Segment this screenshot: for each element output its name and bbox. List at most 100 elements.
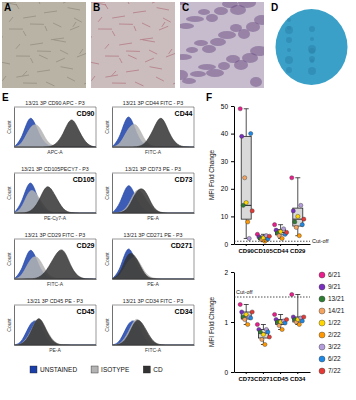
donor-point bbox=[290, 176, 294, 180]
whisker-cap bbox=[278, 224, 283, 225]
donor-point bbox=[272, 312, 276, 316]
legend-swatch bbox=[91, 366, 98, 373]
donor-point bbox=[243, 176, 247, 180]
panel-title: 13/21 3P CD73 PE - P3 bbox=[125, 166, 181, 172]
legend-swatch bbox=[319, 272, 325, 278]
cell-streak bbox=[169, 49, 172, 54]
tick-mark bbox=[231, 322, 234, 323]
legend-swatch bbox=[319, 308, 325, 314]
plot-area bbox=[14, 118, 96, 147]
frame-line bbox=[14, 107, 96, 108]
donor-point bbox=[293, 220, 297, 224]
tick: 10 bbox=[221, 213, 234, 220]
legend-label: 1/22 bbox=[328, 319, 341, 326]
micrograph-background bbox=[2, 2, 86, 88]
tick: CD44 bbox=[273, 244, 289, 254]
x-axis bbox=[113, 345, 195, 346]
plot-area bbox=[14, 319, 96, 345]
cell-streak bbox=[37, 51, 51, 52]
histogram-curves bbox=[14, 319, 96, 345]
histogram-area bbox=[14, 250, 96, 279]
whisker bbox=[297, 295, 298, 318]
donor-point bbox=[294, 225, 298, 229]
stain-blotch bbox=[226, 55, 240, 63]
histogram-area bbox=[14, 183, 96, 213]
cell-streak bbox=[150, 67, 162, 69]
tick-mark bbox=[231, 161, 234, 162]
tick-mark bbox=[231, 134, 234, 135]
histogram-panel: 13/21 3P CD105PECY7 - P3CD105PE-Cy7-ACou… bbox=[6, 166, 97, 222]
tick-mark bbox=[246, 372, 247, 374]
tick-label: 30 bbox=[221, 158, 229, 165]
cell-streak bbox=[112, 71, 116, 76]
pellet-spot bbox=[285, 26, 293, 34]
tick-label: 10 bbox=[221, 213, 229, 220]
stain-blotch bbox=[180, 70, 188, 80]
stain-blotch bbox=[186, 16, 204, 22]
whisker bbox=[280, 315, 281, 320]
y-axis-title: MFI Fold Change bbox=[208, 297, 216, 348]
donor-point bbox=[249, 316, 253, 320]
cell-streak bbox=[135, 82, 144, 86]
panel-title: 13/21 3P CD271 PE - P3 bbox=[124, 232, 183, 238]
cell-streak bbox=[149, 50, 157, 54]
marker-label: CD45 bbox=[77, 308, 95, 315]
whisker-cap bbox=[295, 177, 300, 178]
donor-point bbox=[297, 234, 301, 238]
cell-streak bbox=[91, 61, 99, 64]
y-axis: 01020304050 bbox=[221, 103, 235, 248]
donor-point bbox=[290, 292, 294, 296]
marker-label: CD44 bbox=[175, 110, 193, 117]
cell-streak bbox=[126, 51, 140, 52]
cell-streak bbox=[105, 44, 109, 49]
whisker-cap bbox=[244, 304, 249, 305]
cell-streak bbox=[98, 17, 102, 22]
cell-streak bbox=[73, 22, 76, 27]
panel-title: 13/21 3P CD44 FITC - P3 bbox=[123, 100, 184, 106]
cell-streak bbox=[53, 23, 61, 27]
panel-letter: C bbox=[182, 2, 189, 13]
x-axis bbox=[15, 147, 97, 148]
tick-mark bbox=[263, 372, 264, 374]
cell-streak bbox=[91, 76, 95, 81]
histogram-panel: 13/21 3P CD271 PE - P3CD271PE-ACount bbox=[104, 232, 195, 288]
donor-point bbox=[247, 236, 251, 240]
frame-line bbox=[14, 173, 96, 174]
stain-blotch bbox=[218, 62, 230, 70]
frame-line bbox=[14, 305, 96, 306]
tick-mark bbox=[231, 244, 234, 245]
histogram-area bbox=[112, 186, 194, 213]
donor-point bbox=[240, 134, 244, 138]
boxplot-panel: 012CD73CD271CD45CD34MFI Fold ChangeCut-o… bbox=[208, 269, 311, 383]
histogram-area bbox=[112, 189, 194, 213]
donor-point bbox=[302, 217, 306, 221]
axis-line bbox=[15, 345, 97, 346]
donor-point bbox=[267, 234, 271, 238]
cell-streak bbox=[112, 16, 125, 18]
y-axis-title: Count bbox=[6, 186, 12, 200]
x-axis-title: PE-A bbox=[147, 215, 159, 221]
histogram-curves bbox=[112, 249, 194, 279]
cell-streak bbox=[134, 26, 136, 31]
y-axis-title: Count bbox=[104, 186, 110, 200]
marker-label: CD73 bbox=[175, 176, 193, 183]
marker-label: CD29 bbox=[77, 242, 95, 249]
stain-blotch bbox=[250, 77, 262, 87]
donor-point bbox=[250, 209, 254, 213]
axis-line bbox=[14, 306, 15, 346]
marker-label: CD271 bbox=[171, 242, 193, 249]
cell-streak bbox=[2, 76, 6, 81]
y-axis-title: Count bbox=[104, 318, 110, 332]
axis-line bbox=[14, 240, 15, 280]
tick-mark bbox=[231, 189, 234, 190]
donor-point bbox=[260, 337, 264, 341]
histogram-curves bbox=[14, 183, 96, 213]
tick: CD90 bbox=[239, 244, 255, 254]
histogram-panel: 13/21 3P CD44 FITC - P3CD44FITC-ACount bbox=[104, 100, 195, 156]
x-axis-title: PE-Cy7-A bbox=[44, 215, 67, 221]
cell-streak bbox=[127, 2, 129, 4]
axis-line bbox=[235, 372, 311, 373]
cell-streak bbox=[105, 56, 119, 57]
frame-line bbox=[194, 305, 195, 345]
cell-streak bbox=[46, 82, 55, 86]
